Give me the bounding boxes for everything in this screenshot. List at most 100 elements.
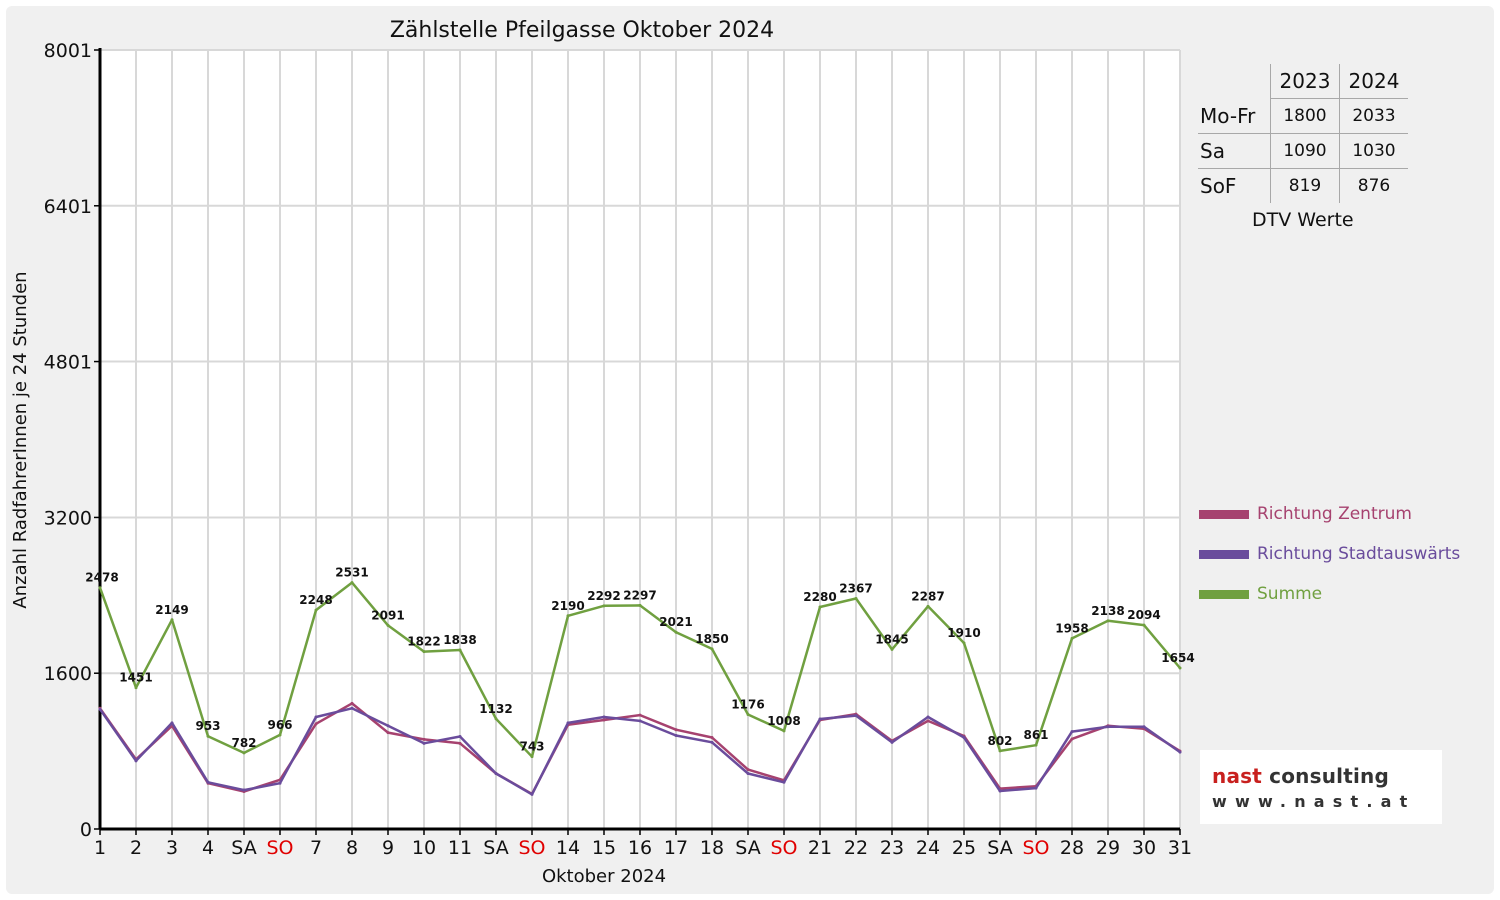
- x-tick-label: 28: [1060, 837, 1084, 859]
- x-tick-label: SO: [770, 837, 797, 859]
- data-label: 1845: [875, 632, 908, 646]
- data-label: 1910: [947, 626, 980, 640]
- dtv-header-row: 2023 2024: [1198, 64, 1408, 99]
- data-point: [998, 749, 1002, 753]
- data-point: [530, 792, 534, 796]
- data-point: [422, 737, 426, 741]
- x-tick-label: 7: [310, 837, 322, 859]
- data-label: 2138: [1091, 604, 1124, 618]
- data-point: [134, 686, 138, 690]
- y-tick-label: 4801: [44, 352, 92, 374]
- x-tick-label: SO: [266, 837, 293, 859]
- data-label: 2287: [911, 589, 944, 603]
- dtv-row-label: Mo-Fr: [1198, 98, 1271, 134]
- legend-label: Richtung Stadtauswärts: [1257, 544, 1461, 564]
- chart-title: Zählstelle Pfeilgasse Oktober 2024: [390, 18, 774, 43]
- data-label: 2190: [551, 599, 584, 613]
- data-point: [98, 586, 102, 590]
- data-point: [1178, 666, 1182, 670]
- data-point: [422, 741, 426, 745]
- x-tick-label: 3: [166, 837, 178, 859]
- data-label: 1132: [479, 702, 512, 716]
- data-point: [98, 707, 102, 711]
- data-point: [782, 780, 786, 784]
- data-point: [710, 647, 714, 651]
- data-label: 2149: [155, 603, 188, 617]
- legend-swatch: [1199, 589, 1249, 599]
- data-point: [1142, 725, 1146, 729]
- x-tick-label: SA: [987, 837, 1012, 859]
- data-point: [998, 789, 1002, 793]
- data-point: [566, 721, 570, 725]
- data-point: [926, 604, 930, 608]
- logo-url: www.nast.at: [1212, 792, 1416, 811]
- data-point: [1178, 750, 1182, 754]
- data-point: [926, 715, 930, 719]
- dtv-value: 876: [1339, 168, 1408, 203]
- data-label: 2091: [371, 608, 404, 622]
- data-point: [746, 713, 750, 717]
- data-point: [170, 618, 174, 622]
- x-tick-label: 15: [592, 837, 616, 859]
- x-tick-label: SA: [735, 837, 760, 859]
- data-point: [458, 648, 462, 652]
- legend-item-stadtauswaerts: Richtung Stadtauswärts: [1199, 534, 1460, 574]
- y-axis-label: Anzahl RadfahrerInnen je 24 Stunden: [10, 271, 31, 608]
- x-tick-label: 31: [1168, 837, 1192, 859]
- data-point: [962, 735, 966, 739]
- dtv-value: 2033: [1339, 98, 1408, 134]
- data-point: [1070, 737, 1074, 741]
- dtv-row-sof: SoF 819 876: [1198, 168, 1408, 203]
- data-point: [638, 603, 642, 607]
- data-label: 2248: [299, 593, 332, 607]
- data-label: 2021: [659, 615, 692, 629]
- data-point: [1070, 730, 1074, 734]
- data-point: [674, 734, 678, 738]
- data-point: [350, 581, 354, 585]
- x-axis-label: Oktober 2024: [542, 866, 666, 887]
- x-tick-label: SA: [483, 837, 508, 859]
- logo-brand-part1: nast: [1212, 764, 1262, 788]
- dtv-row-label: SoF: [1200, 174, 1237, 198]
- data-point: [638, 713, 642, 717]
- x-tick-label: 10: [412, 837, 436, 859]
- data-point: [458, 735, 462, 739]
- data-point: [1070, 636, 1074, 640]
- grid-lines: [100, 49, 1181, 829]
- dtv-corner: [1198, 64, 1271, 99]
- data-point: [818, 605, 822, 609]
- x-tick-label: 17: [664, 837, 688, 859]
- x-tick-label: 9: [382, 837, 394, 859]
- data-point: [386, 731, 390, 735]
- data-label: 782: [231, 736, 256, 750]
- data-label: 1008: [767, 714, 800, 728]
- dtv-row-mofr: Mo-Fr 1800 2033: [1198, 98, 1408, 134]
- x-tick-label: 2: [130, 837, 142, 859]
- x-tick-label: 21: [808, 837, 832, 859]
- data-point: [674, 728, 678, 732]
- data-point: [278, 733, 282, 737]
- data-label: 2094: [1127, 608, 1160, 622]
- data-label: 2367: [839, 582, 872, 596]
- data-point: [638, 719, 642, 723]
- data-label: 1176: [731, 698, 764, 712]
- data-label: 861: [1023, 728, 1048, 742]
- y-tick-label: 0: [80, 819, 92, 841]
- dtv-table: 2023 2024 Mo-Fr 1800 2033 Sa 1090 1030 S…: [1198, 64, 1408, 203]
- dtv-caption: DTV Werte: [1252, 209, 1354, 231]
- data-point: [890, 740, 894, 744]
- x-tick-label: SA: [231, 837, 256, 859]
- legend-item-summe: Summe: [1199, 574, 1460, 614]
- data-point: [746, 768, 750, 772]
- data-label: 1654: [1161, 651, 1194, 665]
- dtv-year-2023: 2023: [1270, 64, 1340, 99]
- x-tick-label: 11: [448, 837, 472, 859]
- y-tick-label: 3200: [44, 507, 92, 529]
- data-point: [818, 717, 822, 721]
- data-point: [782, 729, 786, 733]
- dtv-value: 819: [1270, 168, 1340, 203]
- x-tick-label: 23: [880, 837, 904, 859]
- y-tick-label: 1600: [44, 663, 92, 685]
